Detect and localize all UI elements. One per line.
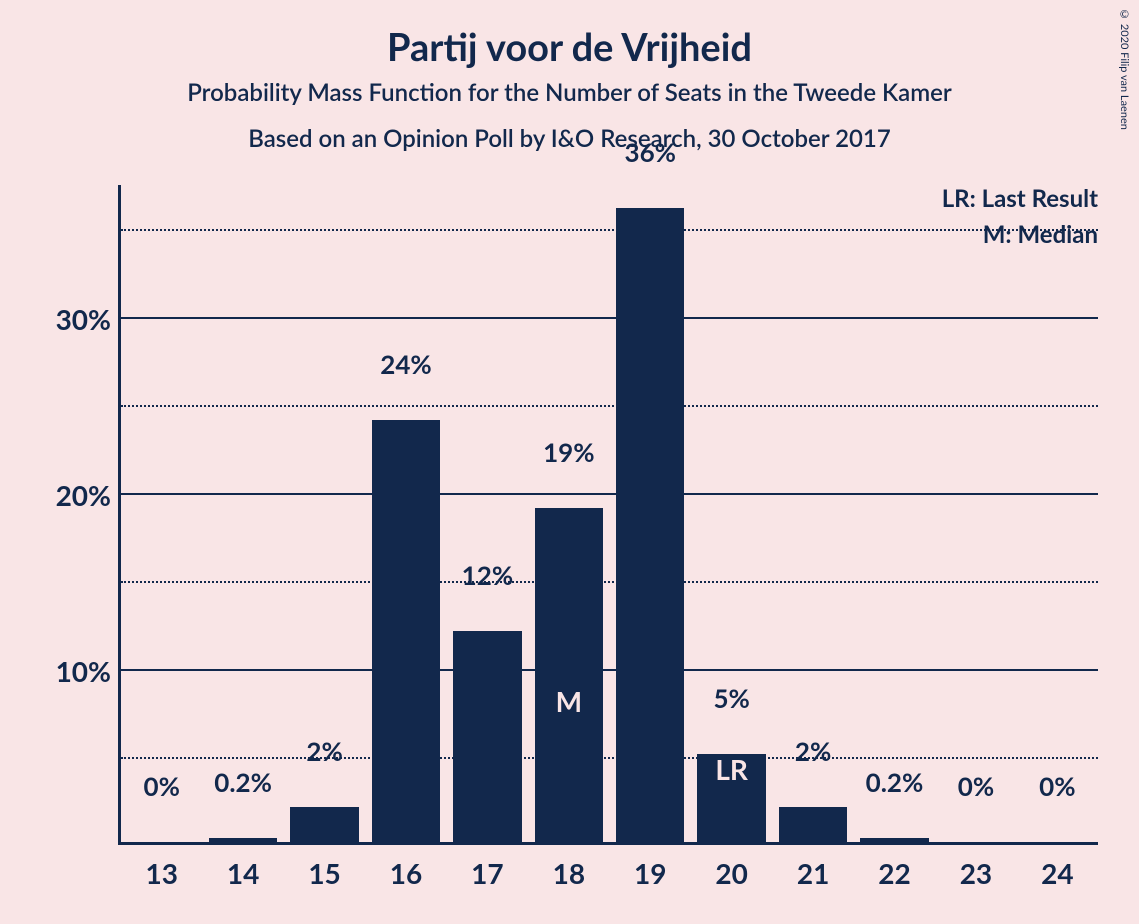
bar [860,838,928,842]
bar [779,807,847,842]
bar-value-label: 0% [1017,770,1098,806]
bar-slot: 19%M18 [528,185,609,842]
bar-value-label: 5% [691,682,772,718]
x-axis-label: 21 [772,856,853,890]
chart-subtitle-1: Probability Mass Function for the Number… [0,78,1139,107]
chart-title: Partij voor de Vrijheid [0,24,1139,70]
bars-group: 0%130.2%142%1524%1612%1719%M1836%195%LR2… [121,185,1098,842]
bar-value-label: 0% [935,770,1016,806]
y-axis-label: 30% [56,302,111,336]
x-axis-label: 23 [935,856,1016,890]
x-axis-label: 24 [1017,856,1098,890]
bar-value-label: 36% [610,136,691,172]
bar-slot: 24%16 [365,185,446,842]
x-axis-label: 18 [528,856,609,890]
chart-subtitle-2: Based on an Opinion Poll by I&O Research… [0,124,1139,153]
x-axis-label: 14 [202,856,283,890]
bar-value-label: 2% [284,735,365,771]
bar-value-label: 0.2% [854,766,935,802]
y-axis-label: 10% [56,654,111,688]
x-axis-label: 17 [447,856,528,890]
bar-value-label: 0.2% [202,766,283,802]
bar [453,631,521,842]
y-axis-label: 20% [56,478,111,512]
bar-slot: 2%15 [284,185,365,842]
x-axis-label: 16 [365,856,446,890]
plot-area: LR: Last ResultM: Median 10%20%30% 0%130… [118,185,1098,845]
bar-slot: 0.2%14 [202,185,283,842]
bar-value-label: 2% [772,735,853,771]
bar [616,208,684,842]
bar [535,508,603,842]
bar-value-label: 19% [528,436,609,472]
bar-value-label: 12% [447,559,528,595]
bar-value-label: 24% [365,348,446,384]
chart-canvas: © 2020 Filip van Laenen Partij voor de V… [0,0,1139,924]
x-axis-label: 22 [854,856,935,890]
bar [290,807,358,842]
bar-slot: 0.2%22 [854,185,935,842]
x-axis-label: 15 [284,856,365,890]
bar-slot: 5%LR20 [691,185,772,842]
bar-slot: 36%19 [610,185,691,842]
x-axis-label: 20 [691,856,772,890]
bar-annotation: LR [691,752,772,786]
bar-slot: 0%24 [1017,185,1098,842]
x-axis-label: 13 [121,856,202,890]
bar-value-label: 0% [121,770,202,806]
x-axis-label: 19 [610,856,691,890]
bar-slot: 0%23 [935,185,1016,842]
bar-slot: 12%17 [447,185,528,842]
bar [372,420,440,842]
bar-annotation: M [528,684,609,718]
bar-slot: 0%13 [121,185,202,842]
bar-slot: 2%21 [772,185,853,842]
bar [209,838,277,842]
